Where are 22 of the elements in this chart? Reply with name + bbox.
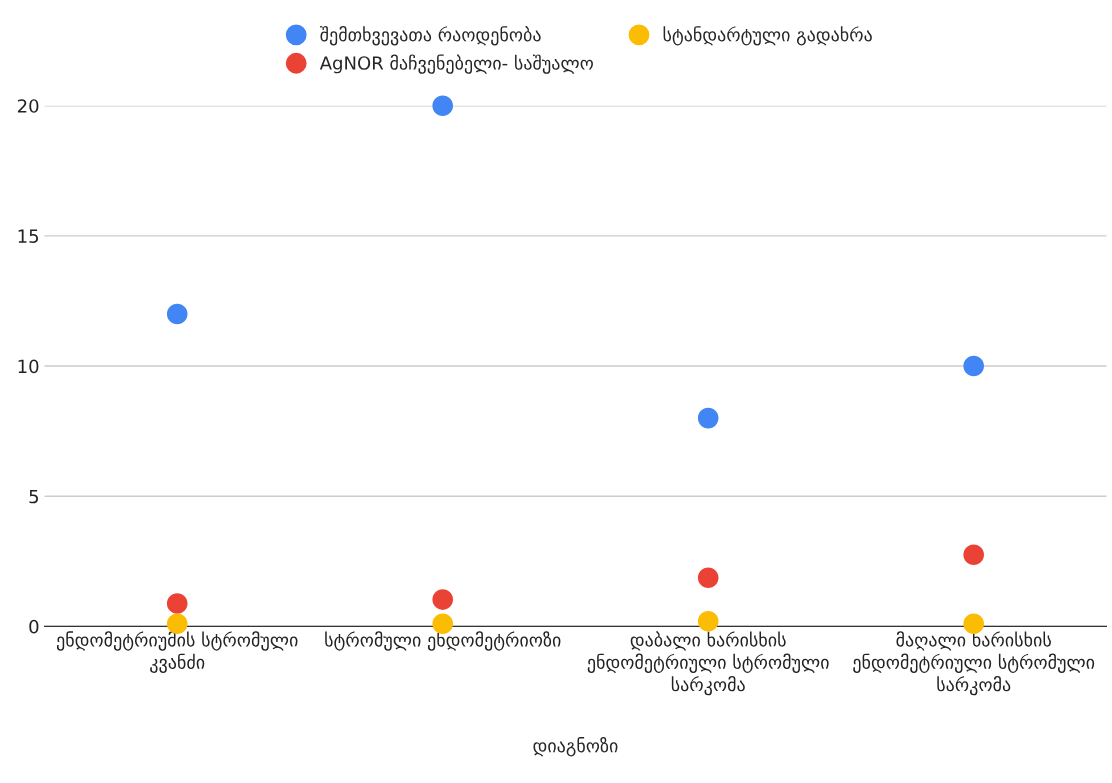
y-tick-label: 0 [29, 619, 39, 634]
point [697, 407, 719, 429]
legend-label: AgNOR მაჩვენებელი- საშუალო [319, 54, 593, 74]
point [697, 567, 719, 589]
point [166, 593, 188, 614]
point [963, 355, 984, 377]
y-tick-label: 5 [29, 489, 39, 504]
point [432, 95, 454, 117]
legend-label: სტანდარტული გადახრა [663, 26, 872, 46]
x-tick-label: მაღალი ხარისხის ენდომეტრიული სტრომული სარკომა [853, 631, 1095, 696]
y-tick-label: 10 [18, 359, 39, 374]
x-tick-label: ენდომეტრიუმის სტრომული კვანძი [56, 631, 298, 673]
point [697, 610, 719, 632]
point [963, 544, 984, 566]
x-tick-label: დაბალი ხარისხის ენდომეტრიული სტრომული სარკომა [587, 631, 829, 696]
x-tick-label: სტრომული ენდომეტრიოზი [325, 631, 561, 651]
y-tick-label: 15 [18, 229, 39, 243]
y-tick-label: 20 [17, 99, 39, 113]
point [166, 303, 188, 325]
point [432, 589, 454, 610]
x-axis-title: დიაგნოზი [533, 737, 618, 757]
legend-label: შემთხვევათა რაოდენობა [320, 26, 541, 46]
